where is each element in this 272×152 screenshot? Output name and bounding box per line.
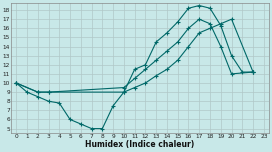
X-axis label: Humidex (Indice chaleur): Humidex (Indice chaleur) [85, 140, 195, 149]
